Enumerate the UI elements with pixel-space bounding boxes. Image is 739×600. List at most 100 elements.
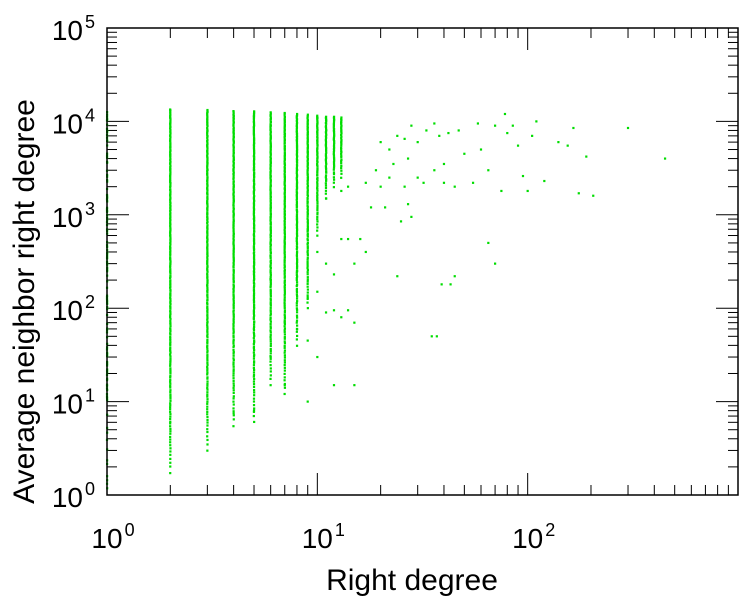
data-point [396,134,399,137]
x-tick-label: 10 1 [302,520,345,554]
data-point [252,317,255,321]
data-point [252,145,256,148]
data-point [169,173,172,176]
data-point [252,117,255,120]
data-point [206,289,209,292]
data-point [232,234,235,237]
data-point [332,309,336,312]
data-point [295,135,299,138]
data-point [232,235,235,238]
data-point [206,221,209,225]
data-point [283,354,286,357]
data-point [306,307,309,310]
data-point [206,430,209,434]
data-point [283,146,286,149]
data-point [252,201,256,204]
data-point [206,265,209,269]
data-point [306,157,309,160]
data-point [295,167,299,170]
data-point [253,189,256,192]
data-point [324,262,328,265]
data-point [269,280,272,283]
data-point [269,226,272,229]
data-point [269,251,272,254]
data-point [269,223,272,226]
data-point [252,255,256,258]
data-point [340,156,343,159]
data-point [252,190,255,193]
data-point [295,297,299,300]
data-point [295,156,299,159]
data-point [296,228,299,231]
data-point [206,122,209,126]
data-point [232,321,235,324]
data-point [306,301,309,304]
data-point [169,146,172,149]
data-point [169,169,172,172]
data-point [206,211,209,214]
data-point [626,126,630,130]
data-point [283,349,287,352]
data-point [269,221,272,224]
data-point [169,282,172,285]
data-point [169,186,172,189]
data-point [295,143,299,146]
data-point [232,303,235,306]
data-point [316,146,319,150]
data-point [457,129,460,132]
data-point [306,262,309,266]
data-point [206,268,209,272]
data-point [206,244,209,247]
data-point [269,320,272,323]
data-point [206,167,209,171]
data-point [169,422,172,425]
data-point [169,200,172,203]
data-point [306,115,309,118]
data-point [283,206,286,209]
data-point [232,171,235,174]
data-point [169,183,172,186]
data-point [269,112,272,115]
data-point [232,201,235,204]
data-point [283,231,286,235]
data-point [340,316,343,319]
data-point [283,346,286,349]
data-point [295,291,299,294]
data-point [295,308,299,311]
data-point [295,126,299,129]
data-point [206,262,209,265]
data-point [169,108,172,111]
data-point [316,204,319,208]
data-point [169,137,172,141]
data-point [206,183,209,186]
data-point [295,149,299,152]
data-point [406,157,410,160]
data-point [306,171,309,175]
data-point [252,289,256,292]
data-point [232,425,235,428]
data-point [232,365,235,368]
x-tick-label-exponent: 0 [125,520,135,540]
data-point [306,196,309,200]
data-point [295,139,298,142]
data-point [306,249,309,252]
data-point [283,313,286,316]
data-point [169,220,172,223]
data-point [316,119,319,122]
data-point [206,311,209,314]
data-point [535,120,538,123]
data-point [252,410,256,413]
data-point [283,336,286,339]
data-point [232,156,235,159]
data-point [295,241,299,244]
data-point [283,351,286,354]
data-point [253,218,256,222]
data-point [169,378,172,382]
data-point [169,110,172,113]
data-point [332,186,335,189]
data-point [206,279,209,282]
data-point [269,285,272,289]
data-point [206,293,209,296]
data-point [269,236,272,239]
data-point [169,292,172,295]
